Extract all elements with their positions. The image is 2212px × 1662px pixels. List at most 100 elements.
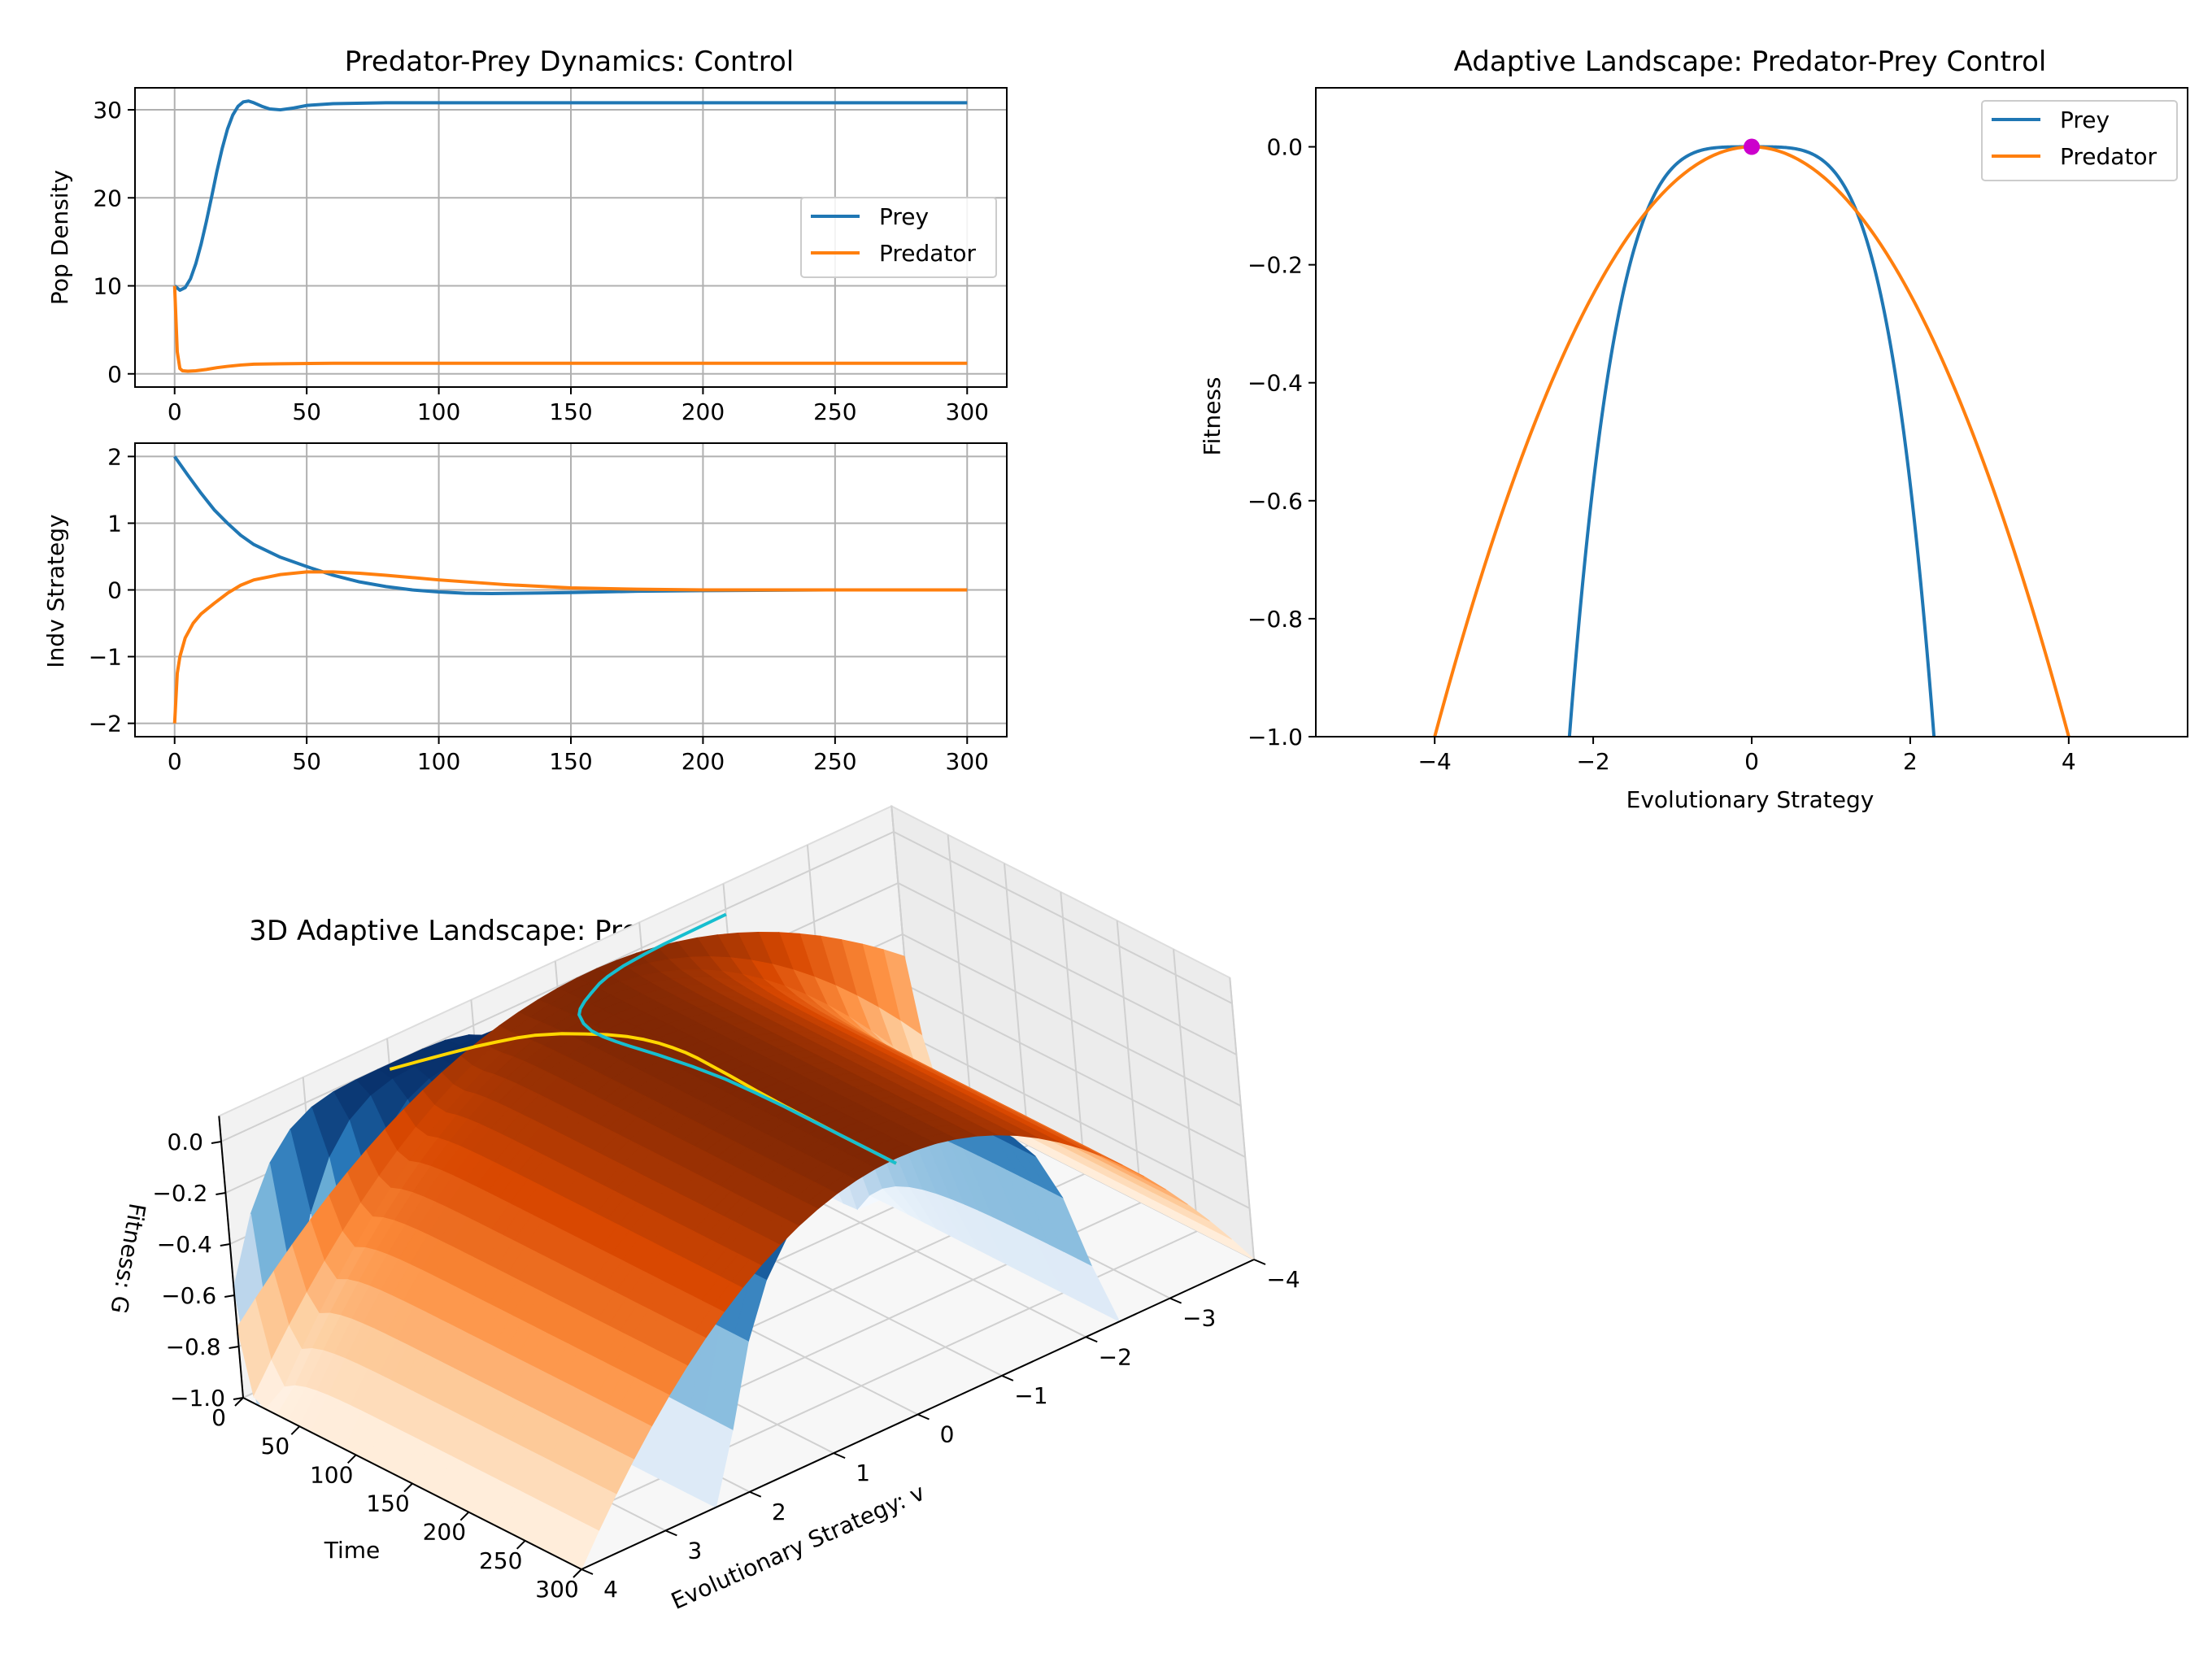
z-tick <box>211 1141 222 1144</box>
y-tick-label: 30 <box>93 97 122 124</box>
x-tick-label: −4 <box>1418 748 1452 775</box>
v-tick <box>917 1413 930 1421</box>
landscape-panel: Adaptive Landscape: Predator-Prey Contro… <box>1199 46 2188 813</box>
x-tick-label: 200 <box>681 398 725 425</box>
prey-strategy-path <box>389 1032 897 1165</box>
landscape-3d-ticks: −1.0−0.8−0.6−0.4−0.20.005010015020025030… <box>152 1116 1300 1603</box>
density-lines <box>172 99 968 373</box>
z-tick-label: −0.2 <box>152 1180 207 1207</box>
strategy-panel: 0 50 100 150 200 250 300 −2 −1 0 1 2 Indv Strategy <box>42 442 1008 775</box>
landscape-xlabel: Evolutionary Strategy <box>1626 786 1875 813</box>
equilibrium-point <box>1744 138 1760 155</box>
v-tick <box>1169 1297 1182 1304</box>
landscape-3d-tlabel: Time <box>324 1537 381 1564</box>
x-tick-label: 0 <box>168 748 182 775</box>
landscape-3d-surface <box>233 931 1255 1570</box>
v-tick-label: 0 <box>940 1421 955 1448</box>
x-tick-label: 50 <box>292 748 321 775</box>
t-tick <box>346 1454 357 1464</box>
y-tick-label: −0.8 <box>1248 606 1303 633</box>
v-tick-label: 3 <box>687 1537 702 1564</box>
t-tick <box>573 1568 582 1578</box>
density-panel: Predator-Prey Dynamics: Control 0 50 100 15… <box>46 46 1008 425</box>
z-tick <box>216 1192 226 1195</box>
x-tick-label: 300 <box>946 748 989 775</box>
series-line-prey <box>173 99 968 292</box>
z-tick <box>233 1397 244 1400</box>
v-tick <box>581 1568 594 1575</box>
z-tick-label: −0.6 <box>161 1282 216 1309</box>
x-tick-label: 150 <box>549 398 592 425</box>
y-tick-label: −0.6 <box>1248 488 1303 515</box>
t-tick <box>290 1425 301 1435</box>
v-tick-label: −3 <box>1182 1305 1216 1332</box>
y-tick-label: 20 <box>93 185 122 211</box>
predator-strategy-path <box>577 912 897 1165</box>
landscape-3d-paths <box>389 912 897 1165</box>
landscape-lines <box>1433 138 2070 737</box>
t-tick <box>403 1482 413 1493</box>
t-tick-label: 300 <box>535 1576 578 1603</box>
x-tick-label: 200 <box>681 748 725 775</box>
v-tick <box>664 1529 677 1537</box>
y-tick-label: −1.0 <box>1248 724 1303 751</box>
x-tick-label: 50 <box>292 398 321 425</box>
density-legend: Prey Predator <box>800 197 997 278</box>
t-tick-label: 250 <box>479 1547 522 1574</box>
strategy-grid <box>135 443 1007 737</box>
t-tick-label: 50 <box>261 1433 290 1460</box>
landscape-title: Adaptive Landscape: Predator-Prey Contro… <box>1454 46 2047 78</box>
t-tick-label: 0 <box>211 1404 226 1431</box>
landscape-ylabel: Fitness <box>1199 377 1226 456</box>
t-tick <box>459 1511 470 1521</box>
density-title: Predator-Prey Dynamics: Control <box>345 46 794 78</box>
y-tick-label: 1 <box>107 510 122 537</box>
x-tick-label: 2 <box>1903 748 1918 775</box>
x-tick-label: 100 <box>417 398 460 425</box>
density-legend-prey: Prey <box>879 203 929 230</box>
landscape-3d-zlabel: Fitness: G <box>105 1201 150 1316</box>
t-axis-line <box>242 1397 582 1570</box>
z-tick <box>220 1243 230 1246</box>
x-tick-label: 300 <box>946 398 989 425</box>
v-tick <box>1001 1374 1014 1381</box>
x-tick-label: 100 <box>417 748 460 775</box>
v-tick <box>1253 1259 1266 1265</box>
y-tick-label: 0 <box>107 361 122 388</box>
x-tick-label: 250 <box>813 398 856 425</box>
v-tick <box>1085 1336 1098 1343</box>
v-tick-label: 4 <box>603 1576 618 1603</box>
x-tick-label: 250 <box>813 748 856 775</box>
z-tick-label: −1.0 <box>170 1385 225 1412</box>
z-axis-line <box>218 1116 244 1399</box>
landscape-legend-predator: Predator <box>2060 143 2158 170</box>
v-tick <box>749 1490 762 1498</box>
t-tick-label: 100 <box>310 1461 353 1488</box>
z-tick-label: −0.4 <box>157 1231 212 1258</box>
y-tick-label: −2 <box>89 711 122 737</box>
y-tick-label: −0.4 <box>1248 370 1303 397</box>
density-ylabel: Pop Density <box>46 170 73 305</box>
v-tick-label: −2 <box>1099 1343 1132 1370</box>
series-line-predator <box>172 285 968 373</box>
landscape-legend-prey: Prey <box>2060 107 2110 133</box>
x-tick-label: 4 <box>2062 748 2076 775</box>
series-line-predator <box>172 570 968 724</box>
series-line-predator <box>1433 145 2070 737</box>
y-tick-label: 10 <box>93 273 122 300</box>
y-tick-label: 0.0 <box>1266 134 1303 161</box>
x-tick-label: −2 <box>1576 748 1609 775</box>
landscape-axes-frame <box>1315 87 2188 737</box>
x-tick-label: 0 <box>168 398 182 425</box>
x-tick-label: 150 <box>549 748 592 775</box>
landscape-ticks: −4 −2 0 2 4 −1.0 −0.8 −0.6 −0.4 −0.2 0.0 <box>1248 134 2076 775</box>
y-tick-label: −0.2 <box>1248 252 1303 279</box>
density-ticks: 0 50 100 150 200 250 300 0 10 20 30 <box>93 97 989 425</box>
v-tick-label: 1 <box>856 1460 870 1486</box>
series-line-prey <box>1567 145 1936 737</box>
z-tick-label: −0.8 <box>166 1334 221 1360</box>
x-tick-label: 0 <box>1744 748 1759 775</box>
v-tick-label: 2 <box>772 1499 786 1525</box>
z-tick <box>224 1294 235 1298</box>
y-tick-label: 2 <box>107 443 122 470</box>
